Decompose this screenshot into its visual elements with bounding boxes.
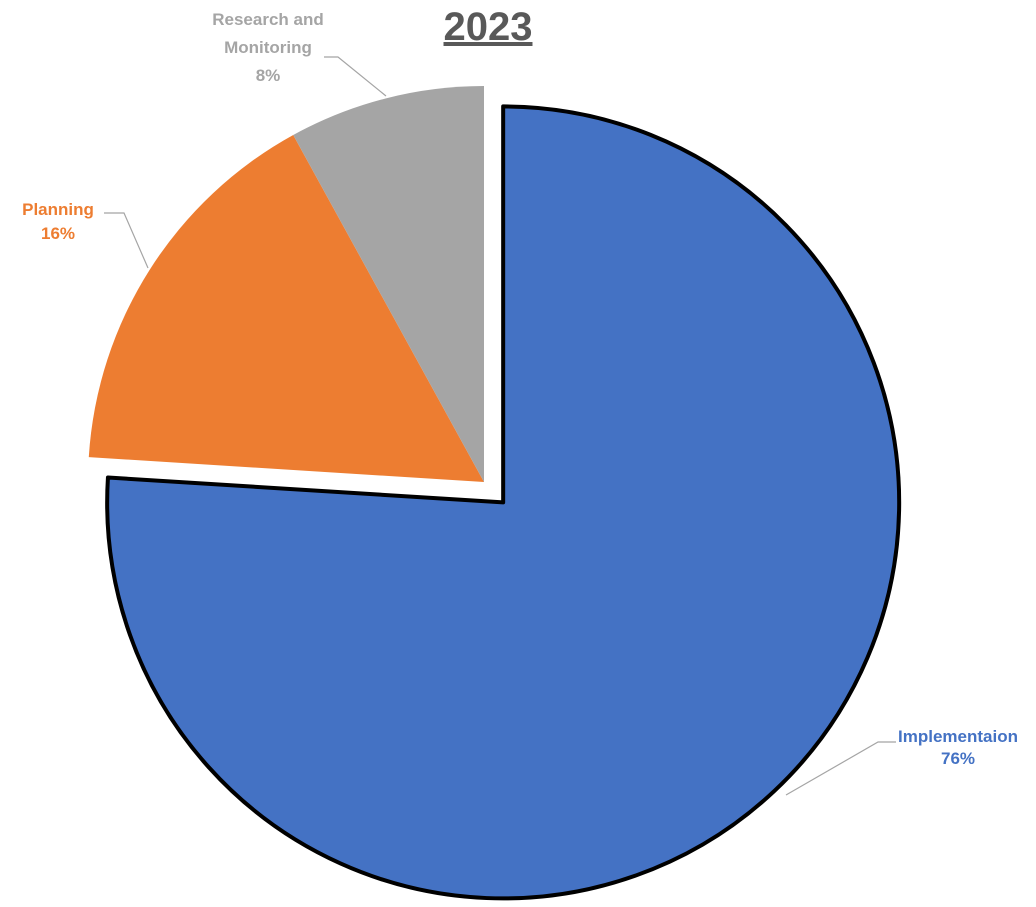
data-label-line: 8% [256,66,281,85]
pie-slice-research-and-monitoring [293,86,484,482]
data-label-implementaion: Implementaion 76% [898,727,1018,768]
data-label-line: Monitoring [224,38,312,57]
data-label-line: Implementaion [898,727,1018,746]
data-label-line: 76% [941,749,975,768]
leader-line-0 [785,741,896,796]
data-label-line: Planning [22,200,94,219]
data-labels: Implementaion 76% Planning 16% Research and M… [22,10,1018,768]
leader-line-2 [324,56,387,97]
pie-slices [88,86,902,901]
data-label-line: Research and [212,10,324,29]
data-label-line: 16% [41,224,75,243]
data-label-research-and-monitoring: Research and Monitoring 8% [212,10,324,85]
pie-slice-implementaion [105,104,902,901]
chart-title: 2023 [444,5,533,49]
leader-line-1 [104,212,149,269]
label-leader-lines [104,56,896,796]
data-label-planning: Planning 16% [22,200,94,243]
pie-slice-planning [88,134,484,483]
